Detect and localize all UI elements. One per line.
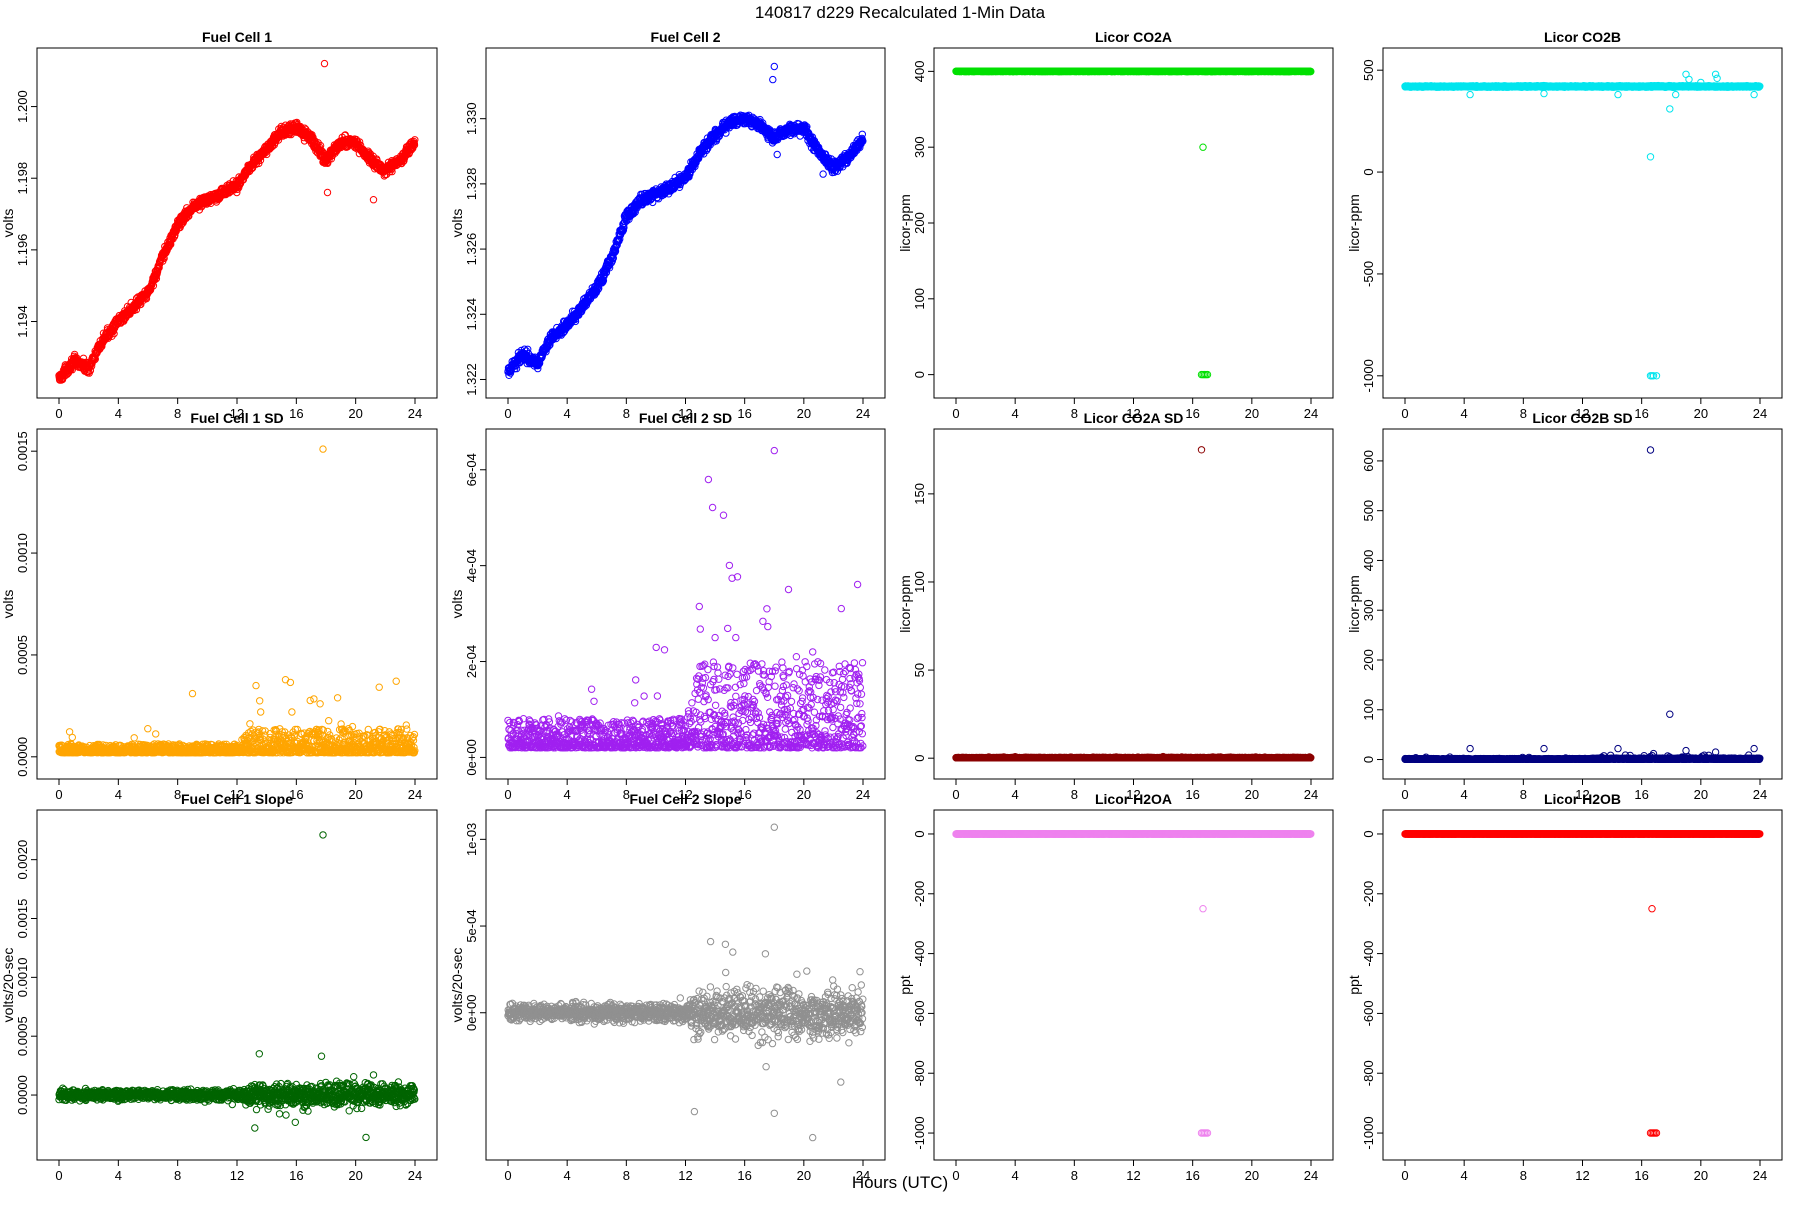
y-tick-label: 1.322	[464, 363, 479, 396]
y-tick-label: 1.194	[15, 305, 30, 338]
y-tick-label: 500	[1361, 59, 1376, 81]
series-points	[505, 63, 866, 378]
y-axis: 0 100 200 300 400	[912, 61, 934, 379]
y-tick-label: 100	[912, 288, 927, 310]
y-tick-label: 1.196	[15, 234, 30, 267]
y-tick-label: 400	[912, 61, 927, 83]
x-tick-label: 16	[1185, 406, 1199, 421]
figure-title: 140817 d229 Recalculated 1-Min Data	[755, 3, 1046, 22]
x-tick-label: 8	[623, 406, 630, 421]
y-axis: 1.194 1.196 1.198 1.200	[15, 90, 37, 337]
y-tick-label: 1.198	[15, 162, 30, 195]
x-tick-label: 16	[289, 406, 303, 421]
y-axis: -1000 -500 0 500	[1361, 59, 1383, 392]
y-tick-label: 1.326	[464, 233, 479, 266]
x-tick-label: 0	[952, 406, 959, 421]
data-point	[771, 63, 777, 69]
y-tick-label: 1.200	[15, 90, 30, 123]
y-tick-label: 1.324	[464, 298, 479, 331]
y-axis-label: volts	[0, 209, 16, 238]
x-tick-label: 24	[1753, 406, 1767, 421]
x-tick-label: 4	[1461, 406, 1468, 421]
plot-frame	[934, 48, 1333, 398]
y-axis-label: volts	[449, 209, 465, 238]
x-tick-label: 20	[1245, 406, 1259, 421]
x-tick-label: 0	[1401, 406, 1408, 421]
y-tick-label: 0	[912, 371, 927, 378]
data-point	[324, 189, 330, 195]
y-tick-label: 1.330	[464, 102, 479, 135]
x-tick-label: 20	[1694, 406, 1708, 421]
data-point	[1200, 144, 1206, 150]
data-point	[820, 171, 826, 177]
y-tick-label: -1000	[1361, 359, 1376, 392]
series-points	[56, 60, 418, 383]
y-axis-label: licor-ppm	[1346, 194, 1362, 252]
x-tick-label: 4	[564, 406, 571, 421]
series-points	[953, 68, 1314, 378]
y-axis-label: licor-ppm	[897, 194, 913, 252]
panel-title: Licor CO2A	[1095, 29, 1172, 45]
data-point	[774, 151, 780, 157]
data-point	[321, 60, 327, 66]
y-tick-label: -500	[1361, 261, 1376, 287]
x-tick-label: 4	[1012, 406, 1019, 421]
panel-title: Fuel Cell 1	[202, 29, 272, 45]
x-tick-label: 0	[504, 406, 511, 421]
data-point	[370, 197, 376, 203]
x-tick-label: 4	[115, 406, 122, 421]
y-axis: 1.322 1.324 1.326 1.328 1.330	[464, 102, 486, 395]
y-tick-label: 200	[912, 212, 927, 234]
x-tick-label: 20	[348, 406, 362, 421]
x-tick-label: 16	[1634, 406, 1648, 421]
x-tick-label: 8	[1071, 406, 1078, 421]
y-tick-label: 300	[912, 136, 927, 158]
x-tick-label: 24	[408, 406, 422, 421]
x-tick-label: 8	[1520, 406, 1527, 421]
x-tick-label: 0	[55, 406, 62, 421]
x-tick-label: 20	[797, 406, 811, 421]
x-tick-label: 16	[737, 406, 751, 421]
x-tick-label: 8	[174, 406, 181, 421]
y-tick-label: 0	[1361, 168, 1376, 175]
x-tick-label: 24	[856, 406, 870, 421]
panel-title: Fuel Cell 2	[650, 29, 720, 45]
x-tick-label: 24	[1304, 406, 1318, 421]
series-points	[1402, 71, 1763, 379]
data-point	[770, 76, 776, 82]
panel-title: Licor CO2B	[1544, 29, 1621, 45]
y-tick-label: 1.328	[464, 168, 479, 201]
plot-frame	[1383, 48, 1782, 398]
